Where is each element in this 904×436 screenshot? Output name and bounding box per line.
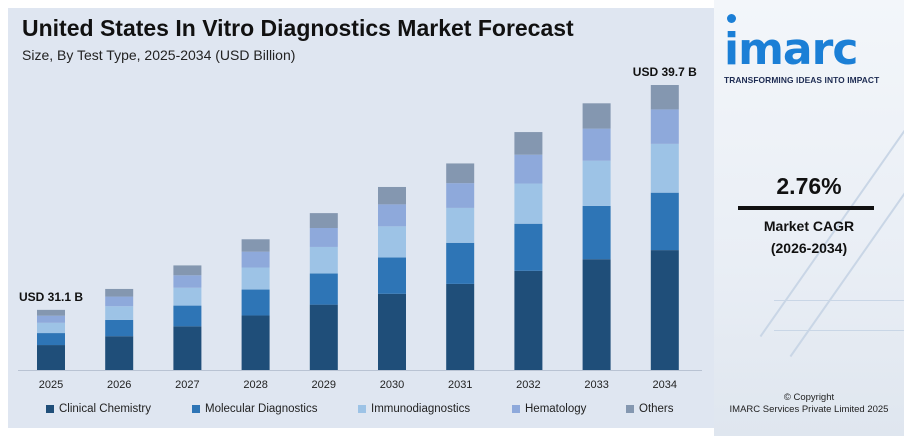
legend-label: Molecular Diagnostics bbox=[205, 403, 318, 415]
legend-label: Immunodiagnostics bbox=[371, 403, 471, 415]
bar-segment-immunodiagnostics-2030 bbox=[378, 226, 406, 258]
bar-segment-molecular-diagnostics-2025 bbox=[37, 333, 65, 346]
bar-segment-others-2029 bbox=[309, 213, 338, 228]
bar-segment-immunodiagnostics-2026 bbox=[105, 306, 134, 320]
bar-segment-immunodiagnostics-2032 bbox=[514, 183, 543, 224]
bar-segment-hematology-2033 bbox=[582, 128, 611, 161]
bar-segment-others-2025 bbox=[37, 309, 65, 316]
bar-segment-molecular-diagnostics-2027 bbox=[173, 305, 202, 327]
x-tick-label-2027: 2027 bbox=[175, 379, 199, 391]
bar-segment-others-2033 bbox=[582, 103, 611, 129]
chart-title: United States In Vitro Diagnostics Marke… bbox=[22, 15, 574, 41]
bar-segment-clinical-chemistry-2026 bbox=[105, 336, 134, 370]
x-tick-label-2026: 2026 bbox=[107, 379, 131, 391]
bar-segment-clinical-chemistry-2027 bbox=[173, 326, 202, 370]
imarc-logo: imarc bbox=[724, 24, 858, 75]
logo-dot bbox=[727, 14, 736, 23]
legend-swatch bbox=[192, 405, 200, 413]
copyright-line-2: IMARC Services Private Limited 2025 bbox=[729, 404, 889, 415]
cagr-period: (2026-2034) bbox=[770, 240, 848, 256]
chart-legend: Clinical Chemistry Molecular Diagnostics I… bbox=[46, 403, 674, 415]
x-tick-label-2028: 2028 bbox=[243, 379, 267, 391]
bar-segment-molecular-diagnostics-2026 bbox=[105, 319, 134, 337]
bar-segment-immunodiagnostics-2031 bbox=[446, 207, 475, 243]
x-tick-label-2029: 2029 bbox=[312, 379, 336, 391]
bar-segment-hematology-2026 bbox=[105, 296, 134, 307]
bar-segment-immunodiagnostics-2033 bbox=[582, 160, 611, 206]
x-tick-label-2033: 2033 bbox=[584, 379, 608, 391]
stacked-bar-chart: 2025 2026 2027 2028 2029 2030 2031 2032 2033 2034… bbox=[18, 65, 702, 391]
chart-subtitle: Size, By Test Type, 2025-2034 (USD Billi… bbox=[22, 47, 296, 63]
legend-swatch bbox=[512, 405, 520, 413]
x-tick-label-2032: 2032 bbox=[516, 379, 540, 391]
bar-segment-others-2031 bbox=[446, 163, 475, 184]
bar-segment-molecular-diagnostics-2028 bbox=[241, 289, 270, 316]
brand-tagline: TRANSFORMING IDEAS INTO IMPACT bbox=[724, 75, 880, 85]
value-callout-2034: USD 39.7 B bbox=[633, 65, 697, 79]
bar-segment-clinical-chemistry-2034 bbox=[650, 250, 679, 370]
legend-item-molecular-diagnostics: Molecular Diagnostics bbox=[192, 403, 358, 415]
legend-swatch bbox=[626, 405, 634, 413]
bar-segment-hematology-2029 bbox=[309, 227, 338, 247]
bar-segment-molecular-diagnostics-2031 bbox=[446, 242, 475, 284]
bar-segment-hematology-2027 bbox=[173, 275, 202, 288]
bar-segment-hematology-2025 bbox=[37, 315, 65, 323]
bar-segment-hematology-2030 bbox=[378, 204, 406, 227]
legend-label: Clinical Chemistry bbox=[59, 403, 152, 415]
bar-segment-immunodiagnostics-2027 bbox=[173, 287, 202, 306]
bar-segment-immunodiagnostics-2029 bbox=[309, 246, 338, 274]
legend-item-hematology: Hematology bbox=[512, 403, 626, 415]
legend-item-others: Others bbox=[626, 403, 674, 415]
bar-segment-clinical-chemistry-2031 bbox=[446, 283, 475, 370]
legend-item-clinical-chemistry: Clinical Chemistry bbox=[46, 403, 192, 415]
legend-swatch bbox=[46, 405, 54, 413]
bar-segment-molecular-diagnostics-2034 bbox=[650, 192, 679, 251]
bar-segment-others-2034 bbox=[650, 85, 679, 110]
copyright: © Copyright IMARC Services Private Limit… bbox=[714, 392, 904, 416]
bar-segment-clinical-chemistry-2033 bbox=[582, 259, 611, 370]
legend-swatch bbox=[358, 405, 366, 413]
bar-segment-hematology-2032 bbox=[514, 154, 543, 184]
legend-item-immunodiagnostics: Immunodiagnostics bbox=[358, 403, 512, 415]
copyright-line-1: © Copyright bbox=[783, 392, 835, 403]
bar-segment-others-2026 bbox=[105, 288, 134, 297]
x-tick-label-2030: 2030 bbox=[380, 379, 404, 391]
cagr-label: Market CAGR bbox=[763, 218, 855, 234]
bar-segment-clinical-chemistry-2030 bbox=[378, 293, 406, 370]
decorative-line bbox=[774, 300, 904, 301]
bar-segment-immunodiagnostics-2034 bbox=[650, 143, 679, 193]
decorative-line bbox=[774, 330, 904, 331]
bar-segment-molecular-diagnostics-2033 bbox=[582, 205, 611, 260]
legend-label: Others bbox=[639, 403, 674, 415]
side-panel: imarc TRANSFORMING IDEAS INTO IMPACT 2.7… bbox=[714, 0, 904, 436]
bar-segment-molecular-diagnostics-2029 bbox=[309, 273, 338, 305]
bar-segment-clinical-chemistry-2025 bbox=[37, 345, 65, 370]
bar-segment-immunodiagnostics-2028 bbox=[241, 267, 270, 290]
bar-segment-hematology-2031 bbox=[446, 183, 475, 208]
cagr-value: 2.76% bbox=[776, 173, 842, 199]
x-tick-label-2031: 2031 bbox=[448, 379, 472, 391]
bar-segment-hematology-2028 bbox=[241, 251, 270, 268]
cagr-divider bbox=[738, 206, 874, 210]
bar-segment-others-2032 bbox=[514, 132, 543, 155]
bar-segment-others-2030 bbox=[378, 186, 406, 205]
value-callout-2025: USD 31.1 B bbox=[19, 290, 83, 304]
x-tick-label-2034: 2034 bbox=[653, 379, 677, 391]
bar-segment-immunodiagnostics-2025 bbox=[37, 322, 65, 334]
bar-segment-clinical-chemistry-2029 bbox=[309, 304, 338, 370]
bar-segment-clinical-chemistry-2032 bbox=[514, 270, 543, 370]
legend-label: Hematology bbox=[525, 403, 587, 415]
x-tick-label-2025: 2025 bbox=[39, 379, 63, 391]
bar-segment-clinical-chemistry-2028 bbox=[241, 315, 270, 370]
bar-segment-others-2028 bbox=[241, 239, 270, 252]
bar-segment-hematology-2034 bbox=[650, 109, 679, 144]
bar-segment-others-2027 bbox=[173, 265, 202, 276]
bar-segment-molecular-diagnostics-2032 bbox=[514, 223, 543, 271]
bar-segment-molecular-diagnostics-2030 bbox=[378, 257, 406, 294]
